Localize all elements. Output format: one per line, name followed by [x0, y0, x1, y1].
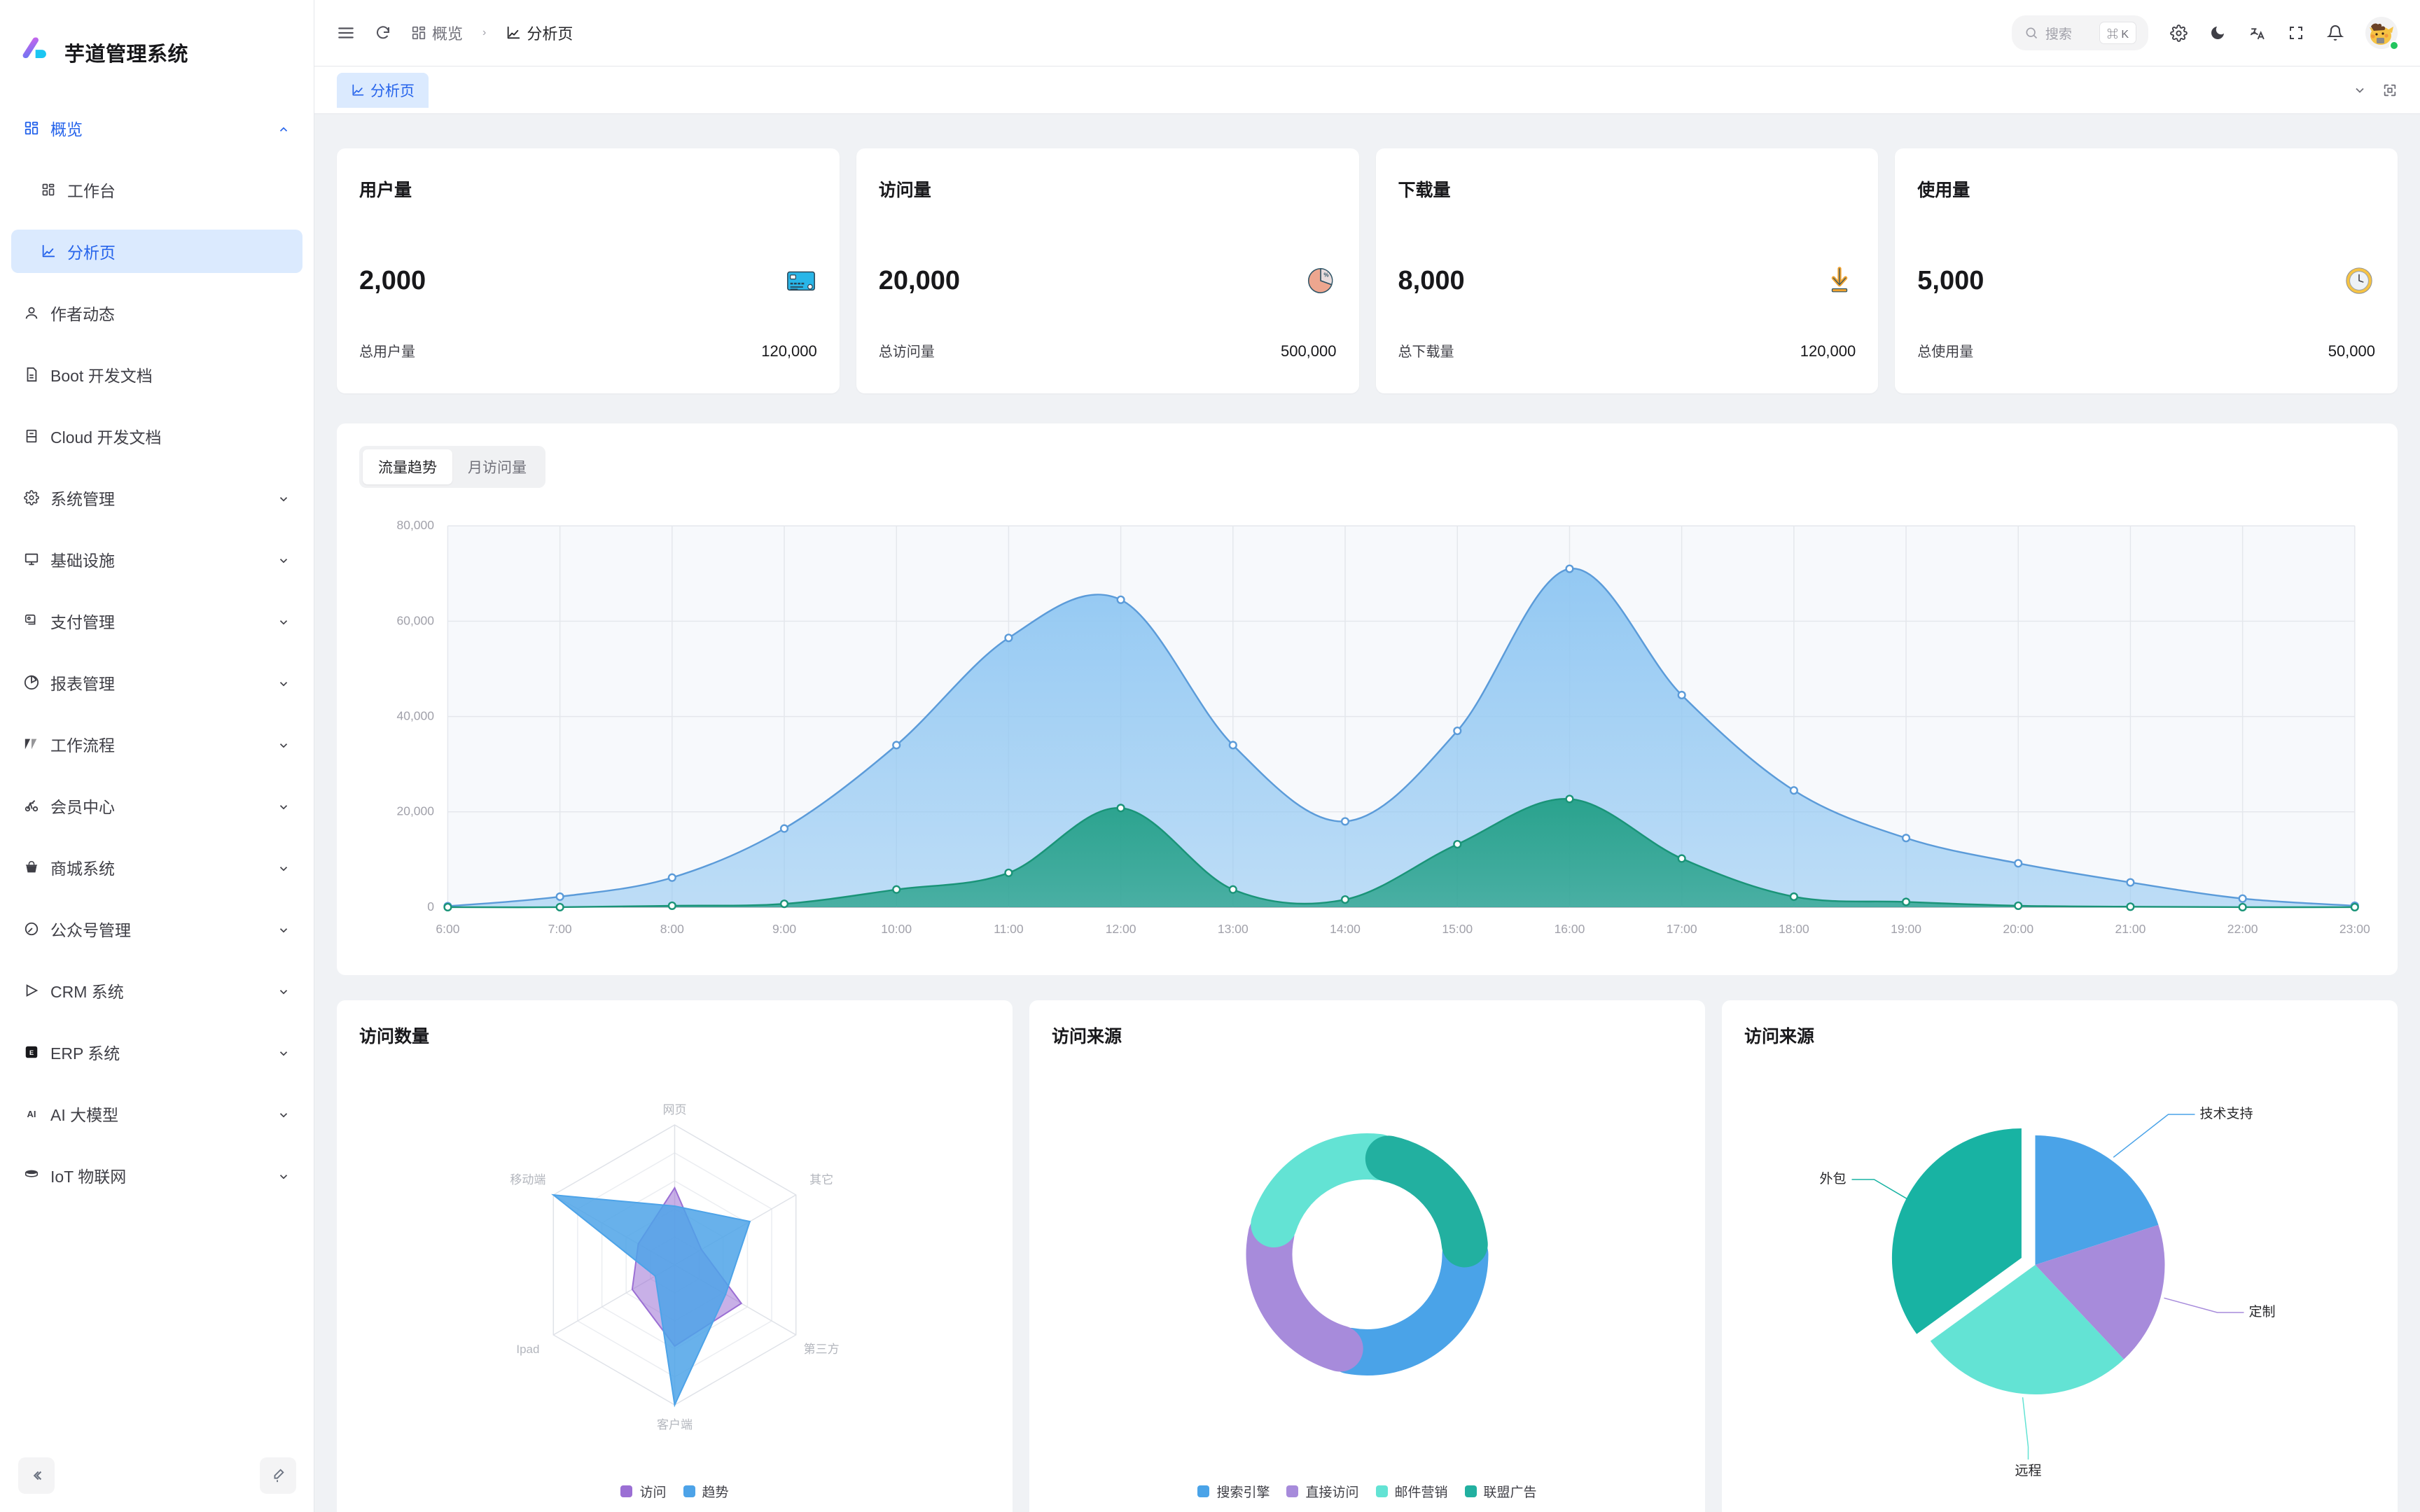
svg-text:6:00: 6:00 [436, 922, 459, 936]
svg-text:11:00: 11:00 [994, 922, 1024, 936]
svg-text:40,000: 40,000 [396, 708, 434, 722]
svg-text:15:00: 15:00 [1442, 922, 1473, 936]
svg-text:21:00: 21:00 [2115, 922, 2146, 936]
svg-text:远程: 远程 [2015, 1463, 2041, 1478]
svg-text:8:00: 8:00 [660, 922, 684, 936]
svg-text:其它: 其它 [809, 1173, 833, 1186]
svg-text:23:00: 23:00 [2339, 922, 2370, 936]
svg-text:网页: 网页 [663, 1103, 687, 1116]
svg-text:7:00: 7:00 [548, 922, 572, 936]
svg-text:80,000: 80,000 [396, 518, 434, 532]
svg-text:技术支持: 技术支持 [2200, 1106, 2253, 1121]
svg-text:60,000: 60,000 [396, 613, 434, 627]
svg-text:移动端: 移动端 [510, 1173, 545, 1186]
svg-text:17:00: 17:00 [1667, 922, 1697, 936]
svg-text:10:00: 10:00 [881, 922, 912, 936]
svg-text:13:00: 13:00 [1218, 922, 1249, 936]
svg-text:16:00: 16:00 [1555, 922, 1585, 936]
svg-text:9:00: 9:00 [772, 922, 796, 936]
svg-text:20:00: 20:00 [2003, 922, 2033, 936]
svg-text:Ipad: Ipad [516, 1343, 539, 1356]
svg-text:外包: 外包 [1819, 1171, 1846, 1186]
svg-text:14:00: 14:00 [1330, 922, 1361, 936]
svg-text:客户端: 客户端 [657, 1418, 693, 1432]
svg-text:12:00: 12:00 [1106, 922, 1136, 936]
svg-text:0: 0 [427, 899, 434, 913]
svg-text:%: % [1323, 272, 1329, 279]
svg-text:19:00: 19:00 [1891, 922, 1921, 936]
svg-text:22:00: 22:00 [2227, 922, 2258, 936]
svg-text:定制: 定制 [2249, 1304, 2276, 1320]
svg-text:E: E [29, 1049, 34, 1056]
svg-text:第三方: 第三方 [804, 1343, 840, 1356]
svg-text:20,000: 20,000 [396, 804, 434, 818]
svg-text:18:00: 18:00 [1779, 922, 1809, 936]
